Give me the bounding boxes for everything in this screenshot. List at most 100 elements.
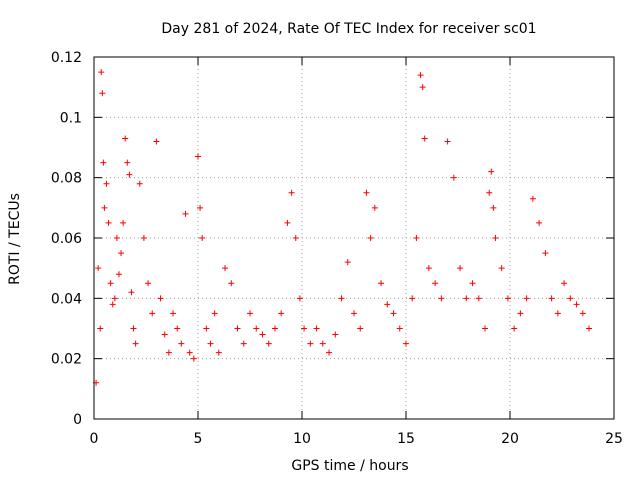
data-point: [186, 349, 193, 356]
data-point: [165, 349, 172, 356]
data-point: [157, 295, 164, 302]
data-point: [475, 295, 482, 302]
data-point: [132, 340, 139, 347]
y-tick-label: 0.04: [51, 291, 82, 307]
data-point: [292, 235, 299, 241]
data-point: [417, 72, 424, 79]
data-point: [469, 280, 476, 287]
y-tick-label: 0.06: [51, 231, 82, 247]
data-point: [115, 271, 122, 278]
data-point: [207, 340, 214, 347]
x-tick-label: 0: [90, 431, 99, 447]
data-point: [351, 310, 357, 317]
data-point: [488, 168, 495, 175]
y-tick-label: 0.02: [51, 352, 82, 368]
data-point: [573, 301, 580, 308]
data-point: [97, 325, 104, 332]
data-point: [101, 204, 108, 211]
data-point: [554, 310, 561, 317]
data-point: [463, 295, 470, 302]
data-point: [190, 355, 197, 362]
chart-title: Day 281 of 2024, Rate Of TEC Index for r…: [161, 21, 536, 37]
data-point: [178, 340, 185, 347]
data-point: [130, 325, 137, 332]
data-point: [234, 325, 241, 332]
data-point: [145, 280, 152, 287]
data-point: [542, 250, 549, 257]
data-point: [100, 159, 107, 166]
data-point: [384, 301, 391, 308]
data-point: [99, 90, 106, 97]
data-point: [170, 310, 177, 317]
data-point: [450, 174, 457, 181]
data-point: [203, 325, 210, 332]
data-point: [126, 171, 133, 178]
data-point: [105, 219, 112, 226]
data-point: [271, 325, 278, 332]
data-point: [332, 331, 339, 338]
y-tick-label: 0: [73, 412, 82, 428]
data-point: [561, 280, 568, 287]
data-point: [367, 235, 374, 241]
data-point: [199, 235, 206, 241]
data-point: [195, 153, 201, 160]
data-point: [432, 280, 439, 287]
data-point: [326, 349, 333, 356]
data-point: [529, 195, 536, 202]
data-point: [161, 331, 168, 338]
data-point: [444, 138, 451, 145]
x-tick-label: 5: [194, 431, 203, 447]
data-point: [95, 265, 102, 272]
data-point: [103, 180, 110, 187]
x-tick-label: 15: [397, 431, 415, 447]
x-axis-label: GPS time / hours: [291, 458, 408, 474]
data-point: [419, 84, 426, 91]
data-point: [113, 235, 120, 241]
data-point: [197, 204, 204, 211]
data-point: [107, 280, 114, 287]
data-point: [371, 204, 378, 211]
data-point: [247, 310, 253, 317]
data-point: [586, 325, 593, 332]
data-point: [120, 219, 127, 226]
data-point: [378, 280, 385, 287]
y-axis-ticks: 0 0.02 0.04 0.06 0.08 0.1 0.12: [51, 50, 614, 428]
y-axis-label: ROTI / TECUs: [7, 193, 23, 285]
data-point: [307, 340, 314, 347]
data-point: [504, 295, 511, 302]
data-point: [492, 235, 499, 241]
data-point: [409, 295, 416, 302]
data-point: [490, 204, 497, 211]
data-point: [253, 325, 260, 332]
data-point: [240, 340, 247, 347]
data-point: [149, 310, 156, 317]
y-tick-label: 0.12: [51, 50, 82, 66]
data-point: [413, 235, 420, 241]
x-tick-label: 25: [605, 431, 623, 447]
data-point: [278, 310, 285, 317]
data-point: [118, 250, 125, 257]
data-point: [122, 135, 129, 142]
data-point: [222, 265, 229, 272]
data-point: [338, 295, 345, 302]
data-point: [215, 349, 222, 356]
data-point: [363, 189, 370, 196]
data-point: [259, 331, 266, 338]
data-point: [344, 259, 351, 266]
x-axis-ticks: 0 5 10 15 20 25: [90, 57, 623, 447]
data-point: [109, 301, 116, 308]
data-point: [265, 340, 272, 347]
data-point: [153, 138, 160, 145]
data-point: [517, 310, 524, 317]
data-point: [140, 235, 147, 241]
data-point: [390, 310, 397, 317]
data-point: [536, 219, 543, 226]
data-point: [128, 289, 135, 296]
data-point: [174, 325, 181, 332]
data-point: [523, 295, 530, 302]
data-point: [425, 265, 432, 272]
data-point: [211, 310, 218, 317]
data-point: [457, 265, 464, 272]
data-point: [228, 280, 235, 287]
data-point: [511, 325, 518, 332]
